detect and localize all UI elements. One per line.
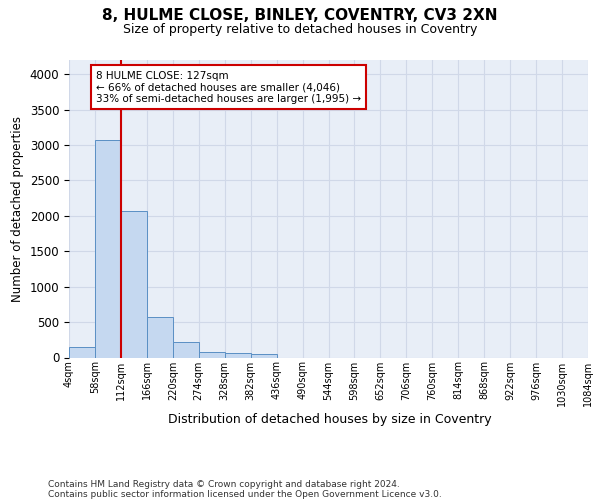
Bar [69,347,95,358]
Text: Size of property relative to detached houses in Coventry: Size of property relative to detached ho… [123,22,477,36]
Text: Distribution of detached houses by size in Coventry: Distribution of detached houses by size … [168,412,492,426]
Text: 8 HULME CLOSE: 127sqm
← 66% of detached houses are smaller (4,046)
33% of semi-d: 8 HULME CLOSE: 127sqm ← 66% of detached … [96,70,361,104]
Y-axis label: Number of detached properties: Number of detached properties [11,116,24,302]
Bar [147,317,173,358]
Bar [95,140,121,358]
Bar [251,354,277,358]
Bar [173,342,199,357]
Bar [121,211,147,358]
Bar [199,352,224,358]
Text: Contains HM Land Registry data © Crown copyright and database right 2024.
Contai: Contains HM Land Registry data © Crown c… [48,480,442,500]
Text: 8, HULME CLOSE, BINLEY, COVENTRY, CV3 2XN: 8, HULME CLOSE, BINLEY, COVENTRY, CV3 2X… [102,8,498,22]
Bar [225,353,251,358]
